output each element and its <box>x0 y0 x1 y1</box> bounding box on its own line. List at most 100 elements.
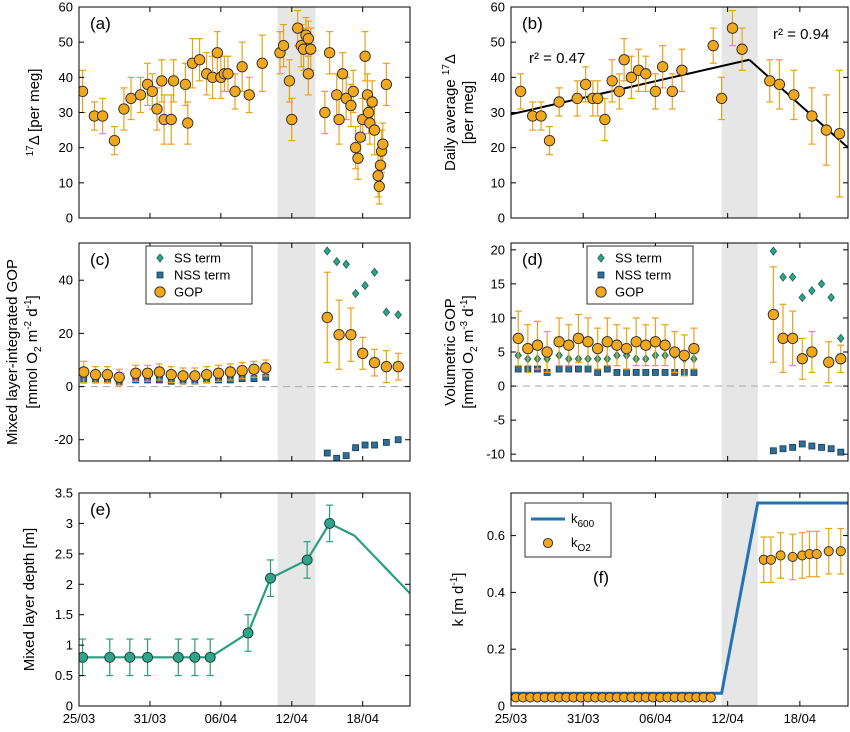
data-point <box>118 103 130 115</box>
legend-nss-marker <box>156 271 164 279</box>
data-point <box>134 89 147 101</box>
data-point <box>305 43 317 55</box>
data-point <box>820 124 832 136</box>
nss-term-point <box>613 369 621 376</box>
r2-left-annotation: r² = 0.47 <box>529 50 585 67</box>
plot-area <box>511 243 848 461</box>
gop-point <box>333 329 345 341</box>
gop-point <box>649 336 662 348</box>
data-point <box>256 57 268 69</box>
data-point <box>736 43 748 55</box>
ss-term-point <box>361 280 369 291</box>
nss-term-point <box>584 365 592 373</box>
gop-point <box>688 342 700 355</box>
data-point <box>806 110 818 122</box>
data-point <box>333 113 345 126</box>
y-tick-label: 0 <box>66 379 73 394</box>
data-point <box>165 113 177 126</box>
data-point <box>359 50 371 62</box>
data-point <box>599 113 611 126</box>
data-point <box>368 124 381 136</box>
plot-area <box>511 7 848 218</box>
plot-area <box>79 243 410 461</box>
panel-f: 0 0.2 0.4 0.6 25/03 31/03 06/04 12/04 18/04 (f) k … <box>449 492 849 726</box>
nss-term-point <box>642 369 650 376</box>
panel-c: -20 0 20 40 (c) Mixed layer-integrated GOP [mm… <box>4 242 411 462</box>
mld-point <box>204 651 216 663</box>
ko2-point <box>787 551 798 562</box>
nss-term-point <box>342 452 350 460</box>
shaded-band <box>721 7 758 218</box>
y-axis-label: k [m d-1] <box>449 573 467 627</box>
nss-term-point <box>394 436 402 444</box>
data-point <box>125 92 137 105</box>
y-tick-label: 0 <box>498 211 505 226</box>
gop-point <box>786 332 799 345</box>
ss-term-point <box>382 307 391 317</box>
y-tick-label: 0.4 <box>487 585 505 600</box>
legend-entry: NSS term <box>174 268 230 283</box>
x-tick-label: 06/04 <box>639 711 672 726</box>
ss-term-point <box>370 267 379 277</box>
plot-area <box>511 493 848 706</box>
y-axis-label-line1: Daily average 17Δ <box>441 54 459 171</box>
y-tick-label: 10 <box>59 175 73 190</box>
data-point <box>193 54 206 66</box>
gop-point <box>512 332 524 345</box>
ko2-point <box>811 549 822 560</box>
gop-point <box>248 363 260 375</box>
legend: k600 kO2 <box>524 502 612 558</box>
y-axis-label-line2: [per meg] <box>460 81 477 144</box>
data-point <box>618 54 630 66</box>
nss-term-point <box>514 365 522 373</box>
legend-ko2-marker <box>542 537 554 549</box>
mld-point <box>324 517 336 529</box>
data-point <box>151 103 163 115</box>
legend-entry: GOP <box>615 285 644 300</box>
legend-gop-marker <box>154 286 166 298</box>
y-tick-label: 20 <box>491 242 505 257</box>
gop-point <box>582 336 594 348</box>
fit-line-0 <box>511 58 750 116</box>
ss-term-point <box>769 246 778 256</box>
x-tick-label: 31/03 <box>134 711 167 726</box>
y-tick-label: 0 <box>498 379 505 394</box>
data-point <box>211 47 223 59</box>
data-point <box>606 75 618 87</box>
y-tick-label: 3.5 <box>55 486 73 501</box>
gop-point <box>260 362 272 374</box>
data-point <box>372 170 384 182</box>
mld-point <box>189 651 201 663</box>
panel-label: (d) <box>522 250 543 269</box>
legend-gop-marker <box>595 286 607 298</box>
axes-frame <box>78 242 411 462</box>
nss-term-point <box>623 369 630 376</box>
y-tick-label: 0 <box>498 699 505 714</box>
nss-term-point <box>323 449 331 457</box>
data-point <box>362 106 375 119</box>
y-tick-label: -5 <box>493 413 505 428</box>
y-tick-label: 40 <box>491 70 505 85</box>
legend-ss-marker <box>597 253 605 263</box>
gop-point <box>640 339 652 351</box>
data-point <box>96 110 109 122</box>
panel-a: 0 10 20 30 40 50 60 (a) 17Δ [per meg] <box>25 0 411 226</box>
mld-point <box>301 554 313 566</box>
data-point <box>571 92 583 105</box>
gop-point <box>189 370 201 382</box>
axes-frame <box>78 6 411 219</box>
y-tick-label: 1.5 <box>55 607 73 622</box>
nss-term-point <box>690 369 698 376</box>
panel-b: 0 10 20 30 40 50 60 (b) Daily average 17Δ[per me… <box>441 0 849 226</box>
axes-frame <box>510 492 849 707</box>
data-point <box>236 61 248 73</box>
data-point <box>380 78 393 91</box>
nss-term-point <box>382 438 390 446</box>
y-axis-label-line1: Volumetric GOP <box>442 298 459 406</box>
x-tick-label: 25/03 <box>63 711 96 726</box>
gop-point <box>611 339 623 351</box>
mld-point <box>172 651 184 663</box>
nss-term-point <box>594 369 602 376</box>
y-tick-label: 0 <box>66 211 73 226</box>
nss-term-point <box>555 365 563 373</box>
